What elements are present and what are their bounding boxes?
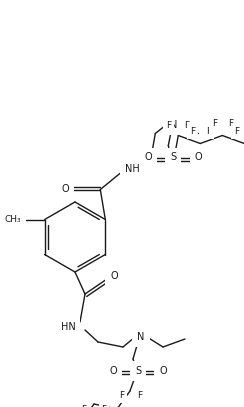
Text: HN: HN bbox=[61, 322, 75, 332]
Text: O: O bbox=[61, 184, 69, 195]
Text: O: O bbox=[194, 153, 202, 162]
Text: F: F bbox=[212, 119, 217, 128]
Text: F: F bbox=[102, 405, 107, 407]
Text: NH: NH bbox=[125, 164, 140, 175]
Text: F: F bbox=[81, 405, 87, 407]
Text: F: F bbox=[184, 121, 189, 130]
Text: N: N bbox=[137, 332, 145, 342]
Text: O: O bbox=[159, 366, 167, 376]
Text: F: F bbox=[137, 392, 142, 400]
Text: S: S bbox=[135, 366, 141, 376]
Text: F: F bbox=[166, 121, 171, 130]
Text: O: O bbox=[144, 153, 152, 162]
Text: S: S bbox=[170, 153, 176, 162]
Text: F: F bbox=[206, 127, 211, 136]
Text: F: F bbox=[119, 392, 125, 400]
Text: O: O bbox=[110, 271, 118, 281]
Text: CH₃: CH₃ bbox=[4, 215, 21, 224]
Text: N: N bbox=[170, 120, 177, 131]
Text: O: O bbox=[109, 366, 117, 376]
Text: F: F bbox=[190, 127, 195, 136]
Text: F: F bbox=[228, 119, 233, 128]
Text: F: F bbox=[234, 127, 239, 136]
